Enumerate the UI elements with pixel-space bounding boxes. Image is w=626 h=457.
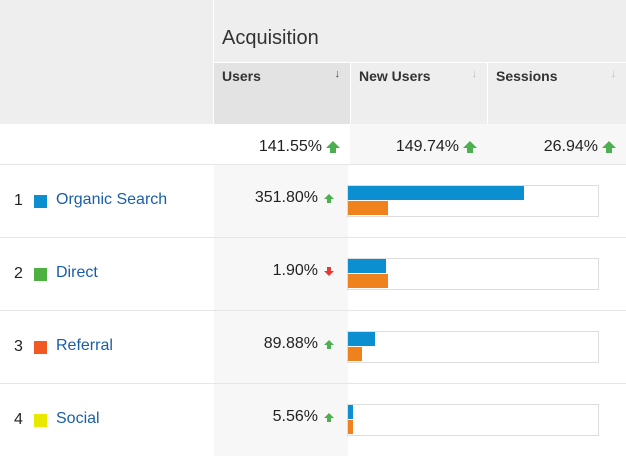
bar-current-period [348,186,524,200]
arrow-up-icon [324,193,334,203]
channel-color-swatch [34,341,47,354]
arrow-up-icon [324,339,334,349]
comparison-bar-chart [347,185,599,217]
table-row: 2 Direct 1.90% [0,238,626,311]
bar-current-period [348,405,353,419]
total-sessions-cell: 26.94% [487,124,626,165]
channel-link-direct[interactable]: Direct [56,264,98,281]
column-header-new-users[interactable]: New Users ↓ [351,62,487,124]
comparison-bar-chart [347,258,599,290]
channel-link-referral[interactable]: Referral [56,337,113,354]
row-rank: 4 [14,411,23,428]
bar-current-period [348,259,386,273]
channel-color-swatch [34,414,47,427]
users-change-value: 5.56% [272,408,318,425]
arrow-up-icon [463,140,477,153]
bar-previous-period [348,347,362,361]
column-label-sessions: Sessions [496,68,558,84]
column-label-users: Users [222,68,261,84]
comparison-bar-chart [347,331,599,363]
bar-current-period [348,332,375,346]
users-change-cell: 351.80% [214,165,348,237]
users-change-value: 351.80% [254,189,318,206]
total-sessions-value: 26.94% [543,138,598,155]
acquisition-group-header [214,0,626,62]
total-new-users-cell: 149.74% [350,124,487,165]
arrow-down-icon [324,266,334,276]
users-change-cell: 1.90% [214,238,348,310]
users-change-value: 1.90% [272,262,318,279]
column-divider [350,62,351,124]
bar-previous-period [348,201,388,215]
sort-arrow-down-icon[interactable]: ↓ [610,68,617,80]
bar-previous-period [348,274,388,288]
row-rank: 1 [14,192,23,209]
row-rank: 2 [14,265,23,282]
comparison-bar-chart [347,404,599,436]
sort-arrow-down-icon[interactable]: ↓ [471,68,478,80]
column-divider [487,62,488,124]
table-row: 3 Referral 89.88% [0,311,626,384]
users-change-value: 89.88% [263,335,318,352]
channel-link-social[interactable]: Social [56,410,100,427]
acquisition-title: Acquisition [222,27,319,49]
bar-previous-period [348,420,353,434]
table-row: 1 Organic Search 351.80% [0,165,626,238]
channel-color-swatch [34,195,47,208]
header-blank-cell [0,0,214,124]
column-header-sessions[interactable]: Sessions ↓ [488,62,626,124]
total-users-cell: 141.55% [214,124,350,165]
arrow-up-icon [326,140,340,153]
total-users-value: 141.55% [258,138,322,155]
column-label-new-users: New Users [359,68,431,84]
channel-link-organic-search[interactable]: Organic Search [56,191,168,208]
users-change-cell: 5.56% [214,384,348,456]
sort-arrow-down-icon[interactable]: ↓ [334,68,341,80]
users-change-cell: 89.88% [214,311,348,383]
totals-blank-cell [0,124,214,165]
table-row: 4 Social 5.56% [0,384,626,457]
arrow-up-icon [602,140,616,153]
channel-color-swatch [34,268,47,281]
column-header-users[interactable]: Users ↓ [214,62,350,124]
row-rank: 3 [14,338,23,355]
arrow-up-icon [324,412,334,422]
total-new-users-value: 149.74% [395,138,459,155]
